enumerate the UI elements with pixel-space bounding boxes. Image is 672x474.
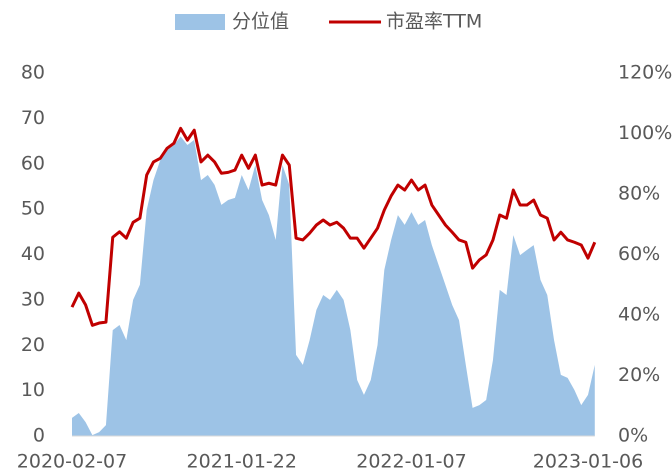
y2-tick-label: 100% (618, 122, 672, 144)
legend-label: 市盈率TTM (386, 11, 482, 33)
line (70, 126, 597, 327)
y2-tick-label: 40% (618, 304, 660, 326)
y-tick-label: 40 (21, 243, 45, 265)
y-tick-label: 80 (21, 62, 45, 84)
y-tick-label: 20 (21, 334, 45, 356)
legend-label: 分位值 (232, 11, 289, 33)
y2-tick-label: 80% (618, 183, 660, 205)
x-tick-label: 2022-01-07 (356, 451, 466, 473)
y-tick-label: 60 (21, 152, 45, 174)
y-tick-label: 30 (21, 288, 45, 310)
y-tick-label: 70 (21, 107, 45, 129)
y2-tick-label: 120% (618, 62, 672, 84)
x-tick-label: 2023-01-06 (533, 451, 643, 473)
legend-swatch (175, 14, 225, 30)
y2-tick-label: 60% (618, 243, 660, 265)
x-tick-label: 2020-02-07 (17, 451, 127, 473)
y2-tick-label: 0% (618, 425, 648, 447)
y-tick-label: 0 (33, 425, 45, 447)
x-tick-label: 2021-01-22 (187, 451, 297, 473)
y-tick-label: 10 (21, 379, 45, 401)
area (72, 136, 595, 436)
y2-tick-label: 20% (618, 364, 660, 386)
y-tick-label: 50 (21, 198, 45, 220)
